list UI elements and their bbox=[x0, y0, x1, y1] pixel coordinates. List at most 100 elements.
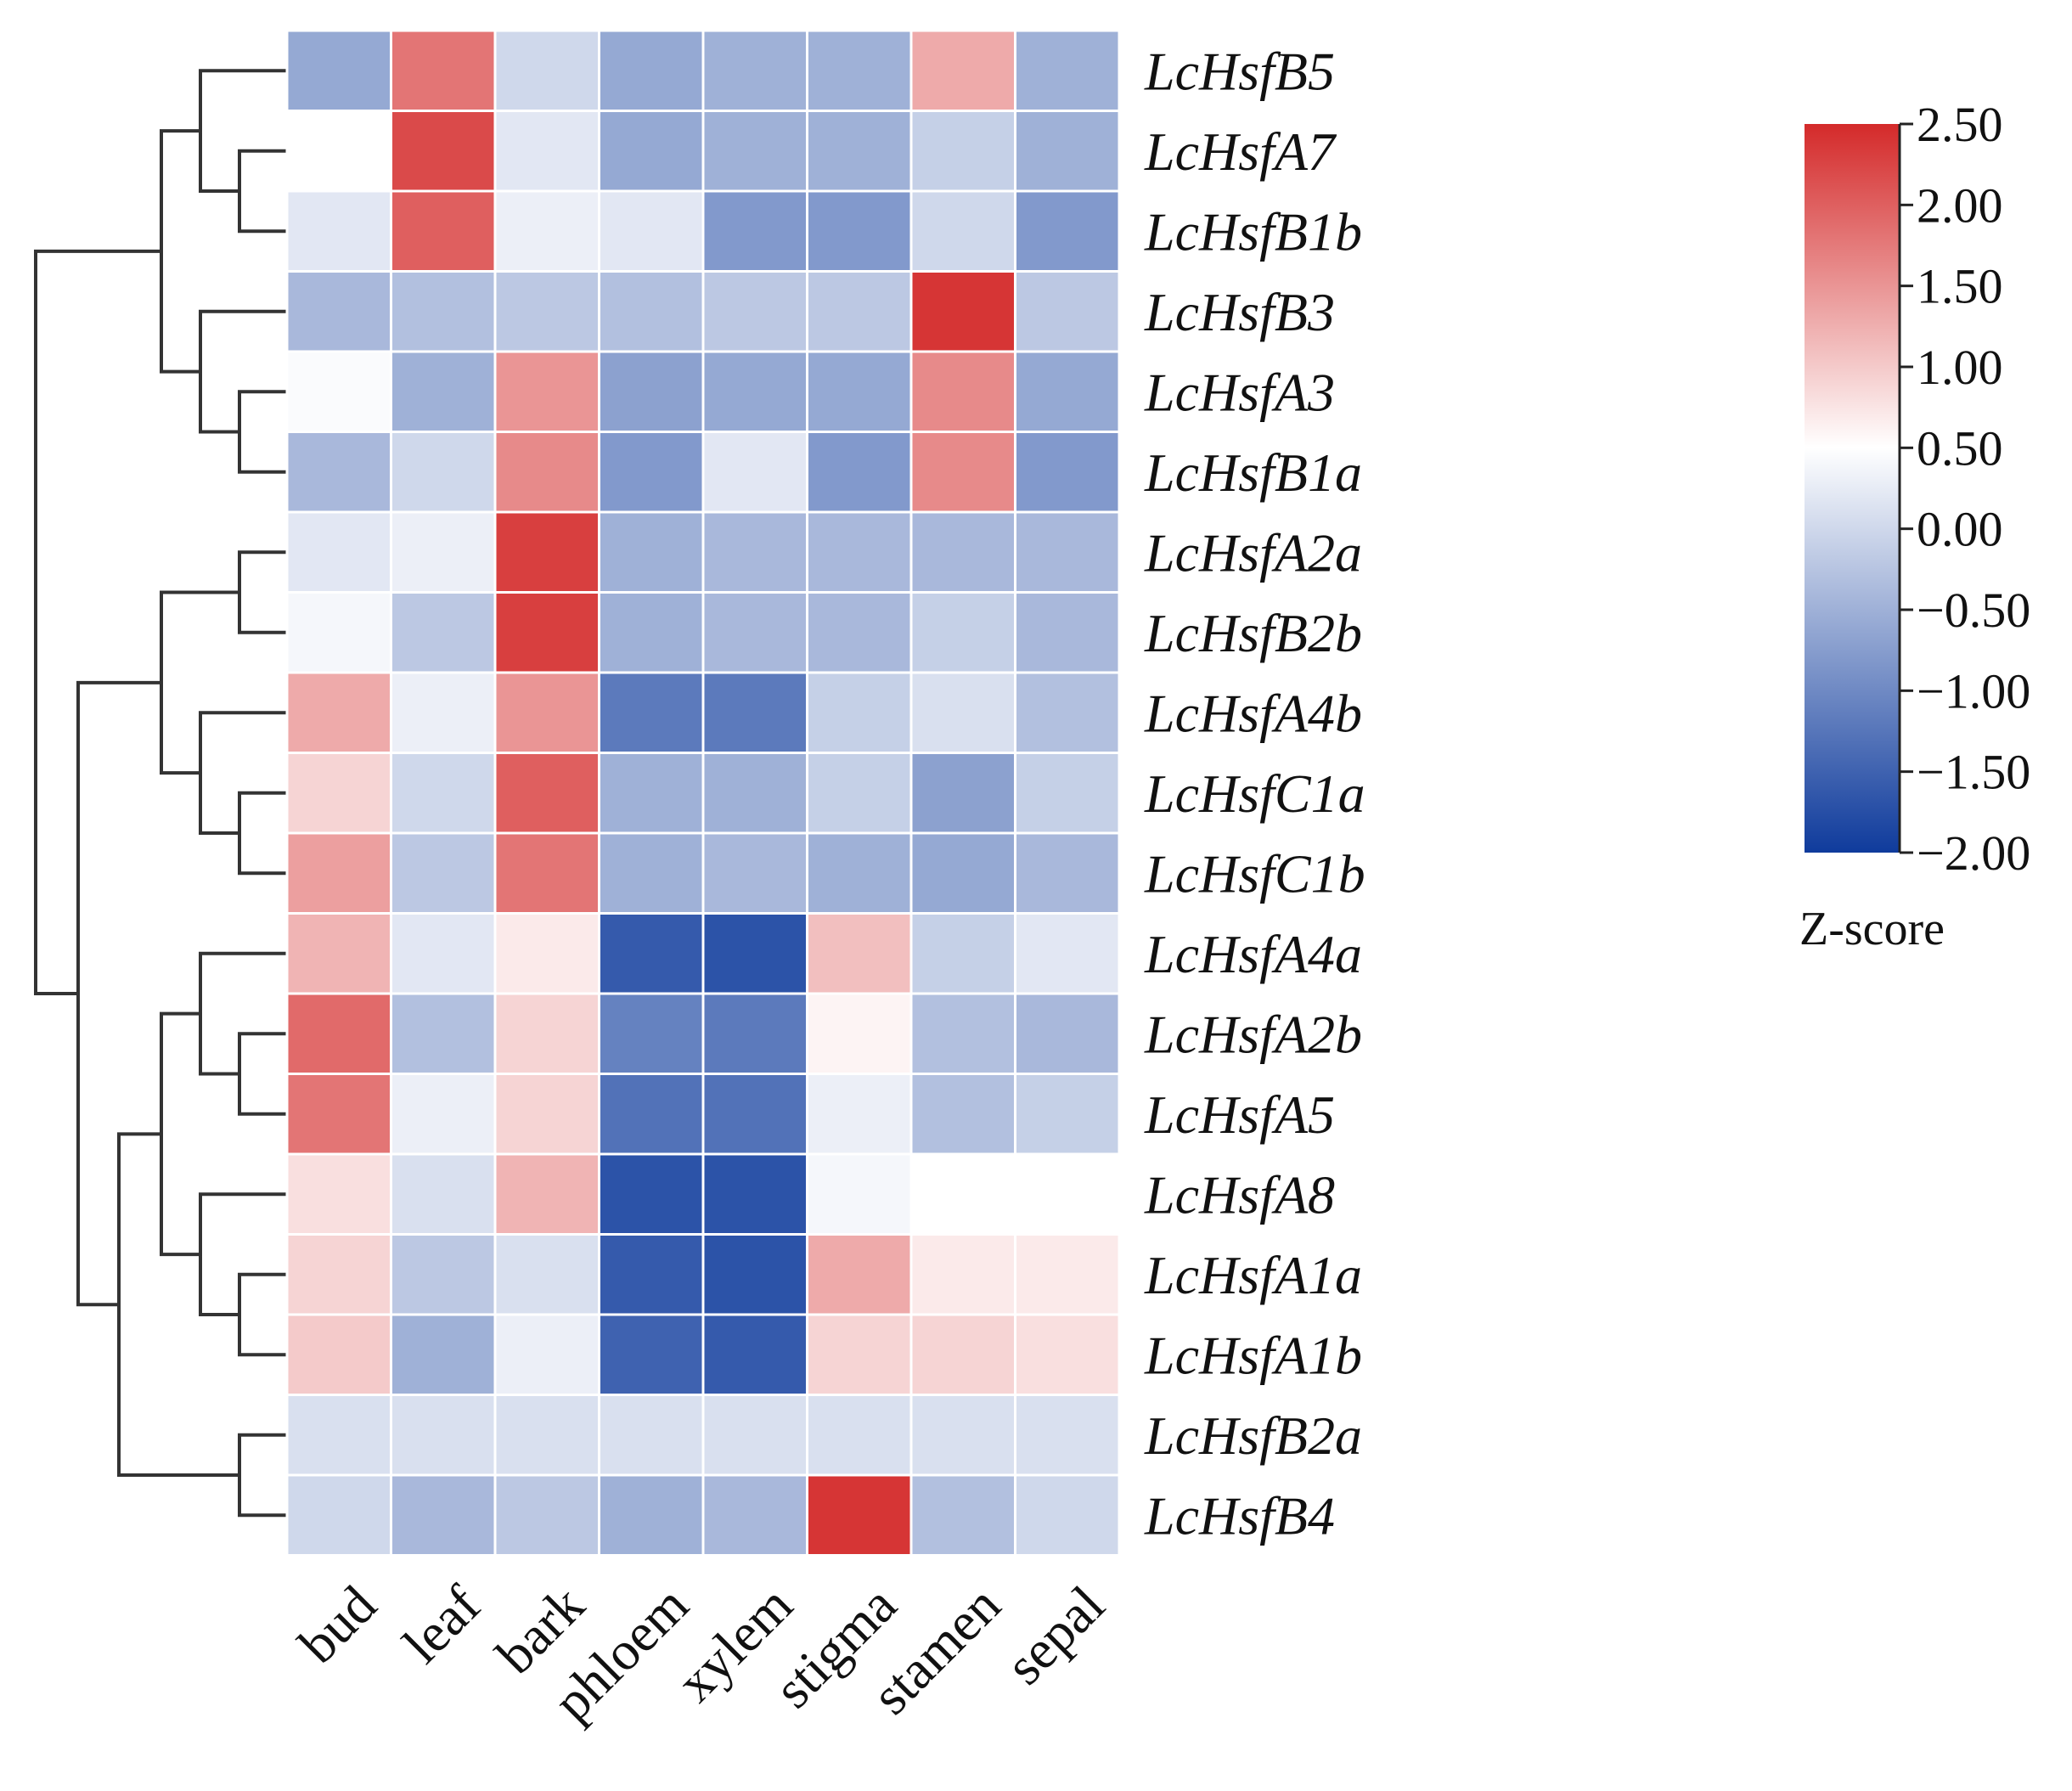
heatmap-cell bbox=[598, 1152, 705, 1236]
heatmap-cell bbox=[598, 912, 705, 995]
heatmap-cell bbox=[806, 29, 913, 112]
dendrogram-link bbox=[238, 390, 287, 474]
colorbar-tick-label: 0.00 bbox=[1917, 502, 2003, 557]
heatmap-cell bbox=[493, 1233, 600, 1316]
heatmap-cell bbox=[806, 350, 913, 433]
row-label: LcHsfA1b bbox=[1144, 1325, 1362, 1385]
colorbar-ticks: 2.50 2.00 1.50 1.00 0.50 0.00 −0.50 −1.00 −1.50 −… bbox=[1898, 97, 2030, 881]
heatmap-cell bbox=[806, 270, 913, 353]
heatmap-cell bbox=[598, 831, 705, 915]
heatmap-cell bbox=[806, 752, 913, 835]
heatmap-cell bbox=[285, 1152, 392, 1236]
heatmap-cell bbox=[285, 752, 392, 835]
heatmap-cell bbox=[1014, 591, 1121, 674]
heatmap-cell bbox=[1014, 510, 1121, 594]
heatmap-cell bbox=[701, 992, 808, 1075]
heatmap-cell bbox=[493, 110, 600, 193]
dendrogram-link bbox=[34, 249, 161, 995]
colorbar-tick-label: −1.50 bbox=[1917, 745, 2030, 800]
heatmap-cell bbox=[909, 1473, 1016, 1557]
heatmap-cell bbox=[806, 992, 913, 1075]
heatmap-cell bbox=[598, 510, 705, 594]
heatmap-cell bbox=[1014, 671, 1121, 754]
heatmap-cell bbox=[285, 1473, 392, 1557]
heatmap-cell bbox=[390, 1394, 497, 1477]
row-label: LcHsfB1a bbox=[1144, 442, 1362, 503]
heatmap-cell bbox=[285, 270, 392, 353]
colorbar-tick-label: −2.00 bbox=[1917, 825, 2030, 881]
heatmap-cell bbox=[493, 1473, 600, 1557]
dendrogram-link bbox=[238, 149, 287, 234]
heatmap-cell bbox=[390, 189, 497, 273]
column-label: sepal bbox=[994, 1574, 1116, 1696]
heatmap-cell bbox=[701, 1313, 808, 1396]
heatmap-cell bbox=[1014, 189, 1121, 273]
colorbar: 2.50 2.00 1.50 1.00 0.50 0.00 −0.50 −1.00 −1.50 −… bbox=[1799, 97, 2030, 955]
heatmap-cell bbox=[701, 912, 808, 995]
heatmap-cell bbox=[701, 591, 808, 674]
heatmap-cell bbox=[285, 591, 392, 674]
heatmap-cell bbox=[493, 29, 600, 112]
heatmap-cell bbox=[701, 1152, 808, 1236]
heatmap-cell bbox=[390, 992, 497, 1075]
column-label: bud bbox=[287, 1574, 387, 1675]
colorbar-title: Z-score bbox=[1799, 903, 1945, 955]
dendrogram-link bbox=[117, 1132, 239, 1477]
heatmap-cell bbox=[598, 752, 705, 835]
heatmap-cell bbox=[285, 29, 392, 112]
colorbar-tick-label: 2.50 bbox=[1917, 97, 2003, 152]
heatmap-cell bbox=[493, 350, 600, 433]
heatmap-cell bbox=[390, 1073, 497, 1156]
heatmap-cell bbox=[390, 1473, 497, 1557]
heatmap-cell bbox=[1014, 270, 1121, 353]
heatmap-cell bbox=[285, 189, 392, 273]
heatmap-cell bbox=[285, 912, 392, 995]
row-label: LcHsfC1a bbox=[1144, 763, 1365, 824]
column-label: leaf bbox=[391, 1574, 493, 1675]
heatmap-cell bbox=[493, 431, 600, 514]
heatmap-cell bbox=[598, 431, 705, 514]
heatmap-cell bbox=[493, 270, 600, 353]
heatmap-cell bbox=[285, 831, 392, 915]
heatmap-cell bbox=[909, 510, 1016, 594]
heatmap-cell bbox=[493, 1313, 600, 1396]
heatmap-cell bbox=[390, 1152, 497, 1236]
heatmap-cell bbox=[909, 110, 1016, 193]
heatmap-cell bbox=[285, 350, 392, 433]
heatmap-cell bbox=[806, 912, 913, 995]
heatmap-cell bbox=[909, 912, 1016, 995]
heatmap-cell bbox=[390, 591, 497, 674]
heatmap-cell bbox=[493, 912, 600, 995]
heatmap-cell bbox=[806, 189, 913, 273]
heatmap-cell bbox=[909, 29, 1016, 112]
row-label: LcHsfB2b bbox=[1144, 603, 1362, 663]
heatmap-cell bbox=[1014, 29, 1121, 112]
heatmap-cell bbox=[701, 110, 808, 193]
dendrogram-link bbox=[238, 1032, 287, 1116]
heatmap-cell bbox=[390, 912, 497, 995]
heatmap-cell bbox=[909, 671, 1016, 754]
row-label: LcHsfB1b bbox=[1144, 201, 1362, 262]
heatmap-cell bbox=[1014, 110, 1121, 193]
dendrogram-link bbox=[238, 550, 287, 634]
heatmap-cell bbox=[598, 1073, 705, 1156]
heatmap-cell bbox=[909, 831, 1016, 915]
row-label: LcHsfA2a bbox=[1144, 522, 1362, 583]
heatmap-cell bbox=[285, 1233, 392, 1316]
heatmap-cell bbox=[390, 671, 497, 754]
heatmap-cell bbox=[390, 510, 497, 594]
heatmap-cell bbox=[909, 350, 1016, 433]
row-dendrogram bbox=[34, 69, 287, 1518]
heatmap-cell bbox=[1014, 350, 1121, 433]
heatmap-cell bbox=[493, 591, 600, 674]
heatmap-cell bbox=[806, 1473, 913, 1557]
row-label: LcHsfB4 bbox=[1144, 1485, 1335, 1546]
heatmap-cell bbox=[701, 1073, 808, 1156]
heatmap-cell bbox=[806, 831, 913, 915]
heatmap-cell bbox=[806, 671, 913, 754]
row-label: LcHsfA2b bbox=[1144, 1004, 1362, 1064]
heatmap-cell bbox=[390, 752, 497, 835]
